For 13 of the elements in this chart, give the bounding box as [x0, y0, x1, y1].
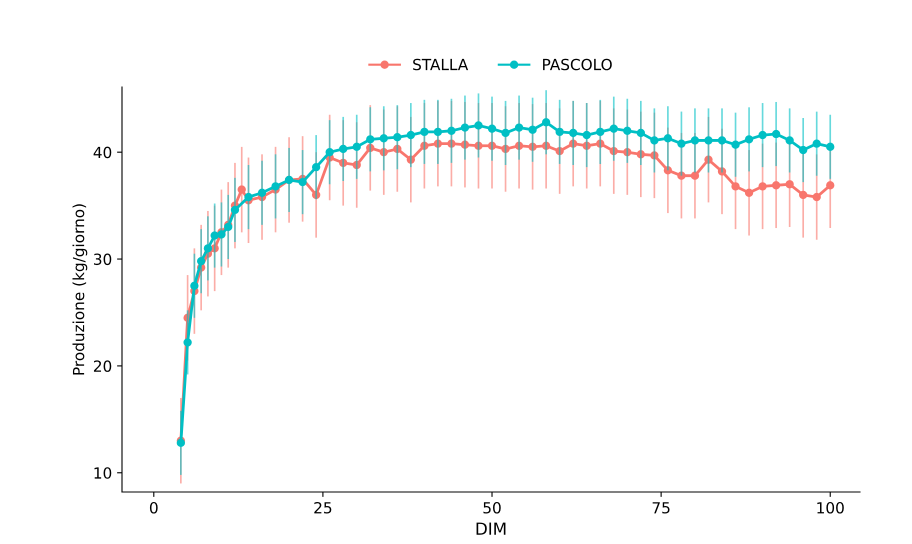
- y-tick-label: 10: [94, 467, 112, 479]
- y-tick-label: 30: [94, 254, 112, 266]
- legend-label: STALLA: [413, 58, 468, 70]
- y-tick-label: 40: [94, 146, 112, 158]
- x-tick-label: 25: [314, 502, 332, 514]
- x-axis-title: DIM: [476, 522, 506, 535]
- legend-label: PASCOLO: [543, 58, 612, 70]
- x-tick-label: 100: [817, 502, 844, 514]
- x-tick-label: 50: [483, 502, 501, 514]
- y-axis-title: Produzione (kg/giorno): [72, 204, 88, 375]
- x-tick-label: 0: [150, 502, 158, 514]
- y-tick-label: 20: [94, 360, 112, 372]
- x-tick-label: 75: [652, 502, 670, 514]
